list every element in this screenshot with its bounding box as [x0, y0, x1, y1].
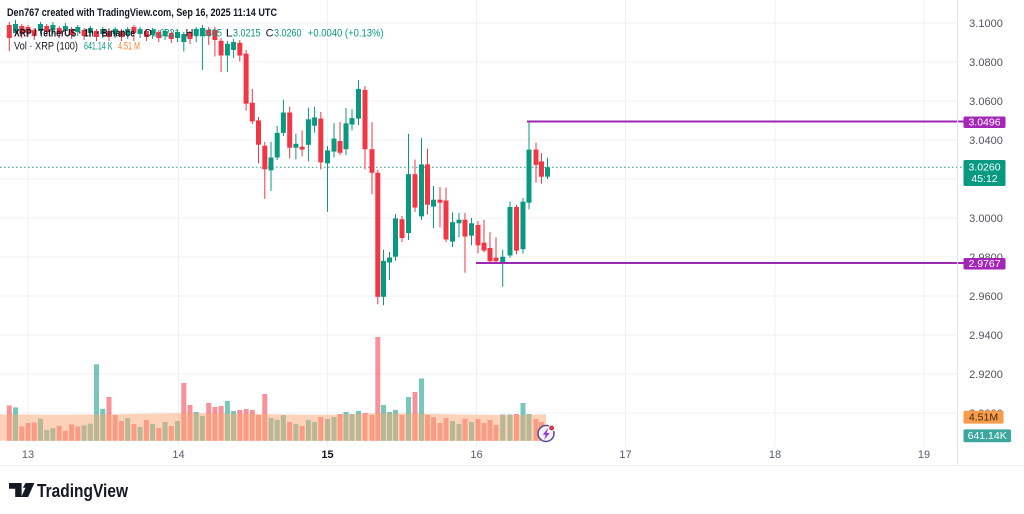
svg-text:O: O: [144, 28, 152, 40]
svg-text:45:12: 45:12: [971, 173, 997, 185]
svg-text:TradingView: TradingView: [37, 480, 129, 501]
svg-text:4.51M: 4.51M: [969, 412, 998, 424]
svg-text:3.0600: 3.0600: [969, 96, 1003, 108]
svg-text:19: 19: [918, 449, 930, 461]
svg-text:3.0800: 3.0800: [969, 57, 1003, 69]
svg-text:3.0260: 3.0260: [968, 162, 1000, 174]
svg-text:3.0496: 3.0496: [968, 117, 1000, 129]
svg-text:16: 16: [470, 449, 482, 461]
svg-text:H: H: [186, 28, 194, 40]
svg-text:2.9400: 2.9400: [969, 330, 1003, 342]
svg-text:XRP / TetherUS · 1h · Binance: XRP / TetherUS · 1h · Binance: [14, 28, 135, 40]
svg-text:2.9200: 2.9200: [969, 369, 1003, 381]
svg-text:2.9600: 2.9600: [969, 291, 1003, 303]
svg-text:3.0215: 3.0215: [233, 28, 261, 40]
svg-text:15: 15: [321, 449, 333, 461]
svg-text:3.0305: 3.0305: [194, 28, 222, 40]
svg-text:4.51 M: 4.51 M: [118, 41, 140, 53]
svg-text:641.14K: 641.14K: [968, 430, 1007, 442]
svg-text:+0.0040 (+0.13%): +0.0040 (+0.13%): [308, 28, 384, 40]
svg-text:14: 14: [172, 449, 184, 461]
svg-text:17: 17: [619, 449, 631, 461]
svg-text:Den767 created with TradingVie: Den767 created with TradingView.com, Sep…: [7, 7, 277, 19]
svg-text:3.0000: 3.0000: [969, 213, 1003, 225]
svg-text:3.0400: 3.0400: [969, 135, 1003, 147]
svg-text:18: 18: [769, 449, 781, 461]
svg-text:C: C: [266, 28, 274, 40]
svg-text:3.1000: 3.1000: [969, 18, 1003, 30]
svg-text:2.9767: 2.9767: [968, 258, 1000, 270]
svg-text:3.0260: 3.0260: [274, 28, 302, 40]
svg-text:L: L: [226, 28, 233, 40]
svg-text:Vol · XRP (100): Vol · XRP (100): [14, 41, 78, 53]
svg-text:3.0221: 3.0221: [152, 28, 180, 40]
svg-text:641.14 K: 641.14 K: [84, 41, 113, 53]
svg-text:13: 13: [22, 449, 34, 461]
